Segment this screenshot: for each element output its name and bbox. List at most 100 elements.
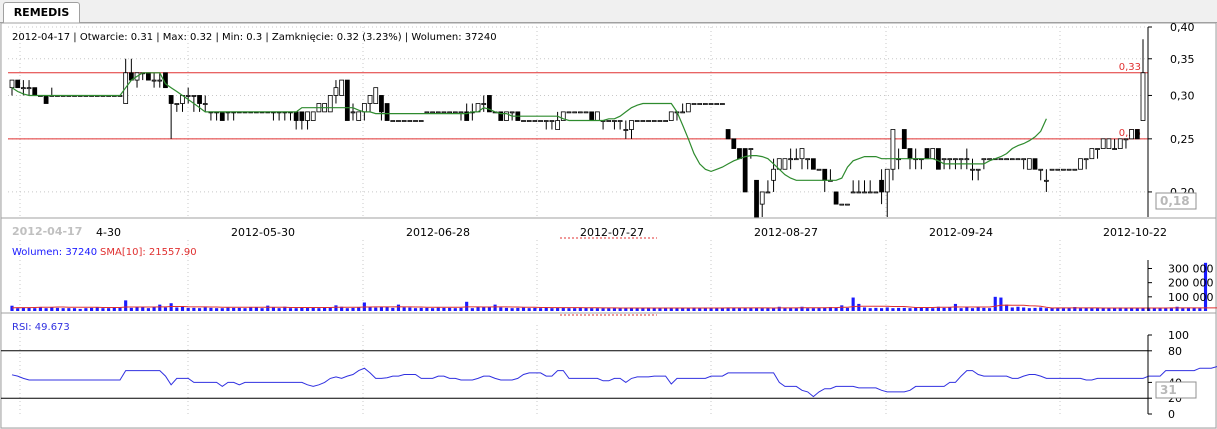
candle-body — [964, 158, 970, 161]
candle-body — [413, 120, 418, 122]
volume-bar — [146, 308, 150, 311]
candles — [9, 39, 1146, 218]
candle-body — [526, 120, 532, 122]
volume-bar — [78, 308, 82, 311]
volume-bar — [396, 304, 401, 311]
volume-bar — [425, 307, 429, 311]
price-tick-label: 0,35 — [1170, 53, 1195, 66]
volume-bar — [652, 308, 656, 311]
volume-bar — [33, 308, 37, 311]
volume-bar — [21, 307, 25, 311]
candle-body — [998, 158, 1004, 161]
candle-body — [651, 120, 657, 122]
volume-bar — [817, 307, 821, 311]
candle-body — [754, 179, 759, 218]
candle-body — [930, 148, 936, 160]
candle-body — [1140, 72, 1146, 121]
volume-bar — [334, 305, 338, 311]
volume-bars — [10, 262, 1217, 311]
volume-bar — [1158, 307, 1162, 311]
volume-bar — [845, 307, 850, 311]
candle-body — [1072, 168, 1078, 171]
x-tick-label: 2012-06-28 — [406, 226, 470, 239]
rsi-label: RSI: 49.673 — [12, 322, 70, 333]
candle-body — [668, 111, 674, 121]
volume-bar — [67, 308, 71, 311]
candle-body — [299, 111, 305, 121]
cursor-date-label: 2012-04-17 — [12, 225, 82, 238]
tab-remedis[interactable]: REMEDIS — [3, 2, 80, 23]
rsi-tick-label: 100 — [1168, 329, 1189, 342]
volume-bar — [624, 308, 628, 311]
volume-bar — [50, 307, 54, 311]
candle-body — [572, 111, 578, 114]
sma-polyline — [11, 72, 1047, 181]
candle-body — [805, 158, 811, 161]
candle-body — [1106, 138, 1112, 149]
volume-bar — [999, 297, 1003, 311]
volume-bar — [232, 307, 236, 311]
candle-body — [549, 120, 555, 122]
candle-body — [936, 148, 941, 170]
candle-body — [737, 148, 742, 160]
volume-bar — [402, 307, 406, 311]
candle-body — [953, 158, 958, 161]
rsi-tick-label: 80 — [1168, 345, 1182, 358]
candle-body — [634, 120, 640, 122]
candle-body — [856, 191, 862, 194]
candle-body — [708, 103, 714, 105]
grid-lines — [8, 26, 1148, 414]
candle-body — [384, 103, 390, 121]
candle-body — [174, 103, 180, 105]
volume-bar — [442, 307, 446, 311]
volume-bar — [948, 307, 952, 311]
candle-body — [958, 158, 964, 161]
candle-body — [839, 203, 845, 206]
candle-body — [146, 72, 151, 81]
volume-bar — [351, 307, 355, 311]
volume-bar — [209, 307, 213, 311]
volume-bar — [1147, 307, 1151, 311]
volume-bar — [1050, 307, 1054, 311]
candle-body — [629, 120, 634, 130]
volume-bar — [516, 307, 520, 311]
volume-bar — [385, 307, 389, 311]
volume-bar — [453, 308, 457, 311]
candle-body — [589, 111, 595, 121]
volume-bar — [266, 305, 270, 311]
volume-bar — [90, 307, 94, 311]
volume-bar — [1095, 307, 1100, 311]
volume-bar — [953, 303, 958, 311]
candle-body — [441, 111, 447, 114]
volume-bar — [107, 308, 111, 311]
candle-body — [350, 111, 356, 114]
candle-body — [697, 103, 703, 105]
rsi-badge-box — [1155, 381, 1197, 399]
volume-bar — [141, 307, 145, 311]
volume-bar — [391, 307, 395, 311]
volume-bar — [197, 308, 202, 311]
volume-bar — [1152, 308, 1156, 311]
volume-bar — [175, 307, 179, 311]
volume-bar — [891, 308, 895, 311]
candle-body — [1095, 148, 1100, 150]
volume-bar — [794, 308, 798, 311]
volume-bar — [1107, 307, 1111, 311]
candle-body — [509, 111, 515, 114]
volume-bar — [538, 308, 543, 311]
volume-bar — [448, 307, 452, 311]
candle-body — [924, 148, 930, 160]
candle-body — [845, 203, 850, 206]
rsi-polyline — [11, 366, 1217, 398]
volume-bar — [38, 307, 42, 311]
volume-bar — [1033, 307, 1037, 311]
candle-body — [1129, 129, 1135, 140]
price-badge: 0,18 — [1160, 194, 1190, 208]
candle-body — [663, 120, 668, 122]
candle-body — [720, 103, 725, 105]
volume-bar — [192, 307, 196, 311]
volume-bar — [544, 307, 548, 311]
volume-bar — [152, 307, 156, 311]
candle-body — [1078, 158, 1083, 170]
volume-bar — [834, 307, 838, 311]
